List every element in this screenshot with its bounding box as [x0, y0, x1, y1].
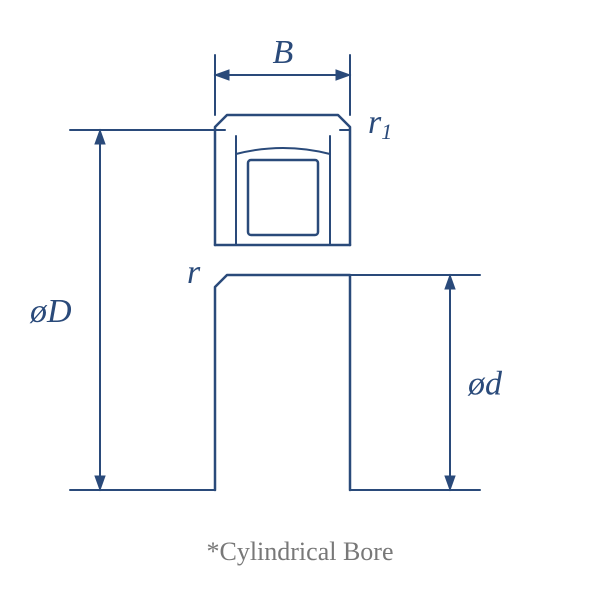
- label-width: B: [273, 34, 294, 71]
- label-inner-diameter: ød: [467, 366, 503, 403]
- caption: *Cylindrical Bore: [206, 537, 393, 566]
- label-chamfer-r1: r1: [368, 104, 392, 144]
- label-chamfer-r: r: [187, 254, 201, 291]
- label-outer-diameter: øD: [29, 293, 72, 330]
